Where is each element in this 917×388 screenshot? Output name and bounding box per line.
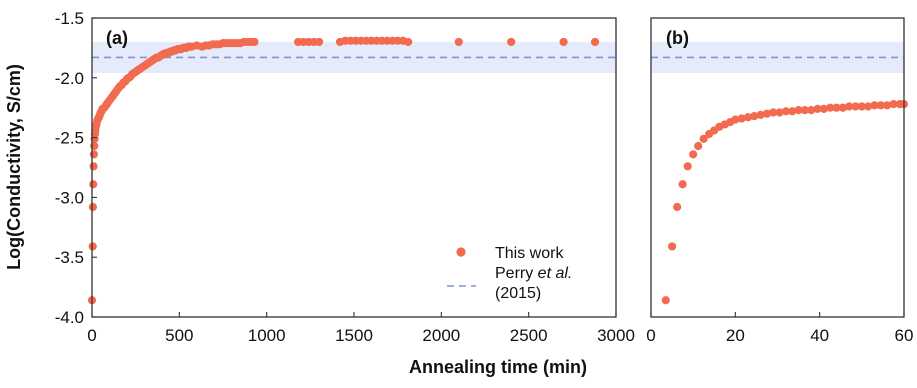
panel-a-x-tick-label-3: 1500 <box>335 326 373 345</box>
panel-a-series-0-point-86 <box>250 37 259 47</box>
panel-a-series-0-point-108 <box>559 37 568 47</box>
panel-a-series-0-point-105 <box>404 37 413 47</box>
panel-b-series-0-point-2 <box>673 202 682 212</box>
panel-b-ticks-layer <box>650 312 905 317</box>
legend-label-perry-italic: et al. <box>538 265 573 282</box>
panel-a-y-tick-label-5: -1.5 <box>55 9 84 28</box>
panel-a-tick-labels-layer: 0 500 1000 1500 2000 2500 3000 -4.0 -3.5 -3.0 -2.5… <box>55 9 635 345</box>
panel-a: 0 500 1000 1500 2000 2500 3000 -4.0 -3.5 -3.0 -2.5… <box>4 9 635 345</box>
panel-b-series-0-point-13 <box>731 115 740 124</box>
panel-b-x-tick-label-1: 20 <box>726 326 745 345</box>
panel-a-y-tick-label-4: -2.0 <box>55 69 84 88</box>
legend-label-this-work: This work <box>495 245 564 262</box>
panel-b-series-0-point-16 <box>750 111 759 121</box>
panel-b-series-0-point-38 <box>889 100 898 109</box>
panel-b-series-0-point-19 <box>769 108 778 117</box>
panel-b-series-0-point-30 <box>838 103 847 112</box>
panel-b-series-0-point-1 <box>667 242 677 251</box>
panel-a-series-0-point-3 <box>89 180 98 189</box>
panel-b-series-0-point-23 <box>794 105 803 115</box>
panel-b-series-0-point-32 <box>851 102 860 111</box>
x-axis-title: Annealing time (min) <box>409 357 587 377</box>
panel-b-label: (b) <box>666 28 689 48</box>
panel-b-series-0-point-33 <box>857 102 866 111</box>
panel-b-series-0-point-22 <box>788 107 797 116</box>
panel-a-series-0-point-4 <box>89 162 98 171</box>
panel-b-series-0-point-3 <box>678 180 687 189</box>
panel-a-y-tick-label-0: -4.0 <box>55 308 84 327</box>
panel-b-series-0-point-14 <box>737 114 746 123</box>
panel-b-series-0-point-4 <box>683 162 692 171</box>
panel-b-x-tick-label-3: 60 <box>895 326 914 345</box>
panel-a-x-tick-label-2: 1000 <box>248 326 286 345</box>
panel-a-y-tick-label-3: -2.5 <box>55 129 84 148</box>
panel-b-series-0-point-18 <box>762 109 772 118</box>
panel-a-series-0-point-2 <box>88 202 97 212</box>
panel-a-x-tick-label-6: 3000 <box>597 326 635 345</box>
panel-a-label: (a) <box>106 28 128 48</box>
panel-a-series-0-point-1 <box>88 242 97 251</box>
panel-b-series-0-point-24 <box>800 105 810 115</box>
panel-b-series-0-point-31 <box>845 102 854 111</box>
panel-a-series-0-point-91 <box>314 37 324 47</box>
panel-b-series-0-point-15 <box>743 113 753 122</box>
panel-b-series-0-point-20 <box>775 108 784 117</box>
panel-b-series-0-point-28 <box>826 103 835 112</box>
legend-label-perry-main: Perry <box>495 265 538 282</box>
panel-b-series-0-point-27 <box>819 104 828 113</box>
panel-b-axis-frame <box>650 17 905 318</box>
panel-a-series-0-point-106 <box>454 37 463 47</box>
panel-a-x-tick-label-4: 2000 <box>422 326 460 345</box>
panel-b-tick-labels-layer: 0 20 40 60 <box>646 326 913 345</box>
panel-b-x-tick-label-0: 0 <box>646 326 655 345</box>
panel-b-series-0-point-21 <box>781 107 791 116</box>
panel-b-series-0-point-29 <box>832 103 841 112</box>
panel-a-x-tick-label-0: 0 <box>87 326 96 345</box>
panel-a-y-tick-label-1: -3.5 <box>55 248 84 267</box>
panel-b: 0 20 40 60 (b) <box>646 17 913 345</box>
legend-label-perry-year: (2015) <box>495 285 541 302</box>
panel-b-x-tick-label-2: 40 <box>810 326 829 345</box>
panel-a-x-tick-label-1: 500 <box>165 326 193 345</box>
panel-a-y-tick-label-2: -3.0 <box>55 188 84 207</box>
panel-b-series-0-point-37 <box>883 101 892 110</box>
y-axis-title: Log(Conductivity, S/cm) <box>4 64 24 270</box>
panel-b-series-0-point-25 <box>807 105 816 115</box>
panel-b-series-0-point-17 <box>756 110 765 119</box>
panel-b-series-0-point-5 <box>689 150 698 159</box>
panel-a-series-0-point-5 <box>89 150 99 159</box>
panel-a-x-tick-label-5: 2500 <box>510 326 548 345</box>
panel-b-series-0-point-36 <box>876 101 885 110</box>
panel-b-series-0-point-0 <box>661 296 670 305</box>
panel-b-series-0-point-7 <box>699 134 708 143</box>
legend-marker-this-work <box>456 247 466 257</box>
panel-b-series-0-point-34 <box>864 102 873 111</box>
panel-a-series-0-point-109 <box>590 37 600 47</box>
legend: This work Perry et al. (2015) <box>447 245 577 302</box>
panel-b-points-layer <box>661 100 909 305</box>
panel-b-series-0-point-26 <box>813 104 822 113</box>
legend-label-perry-reference: Perry et al. (2015) <box>495 265 577 302</box>
panel-b-series-0-point-6 <box>694 141 703 151</box>
panel-a-series-0-point-107 <box>507 37 516 47</box>
panel-a-axis-frame <box>91 17 617 318</box>
panel-b-series-0-point-35 <box>870 101 879 110</box>
